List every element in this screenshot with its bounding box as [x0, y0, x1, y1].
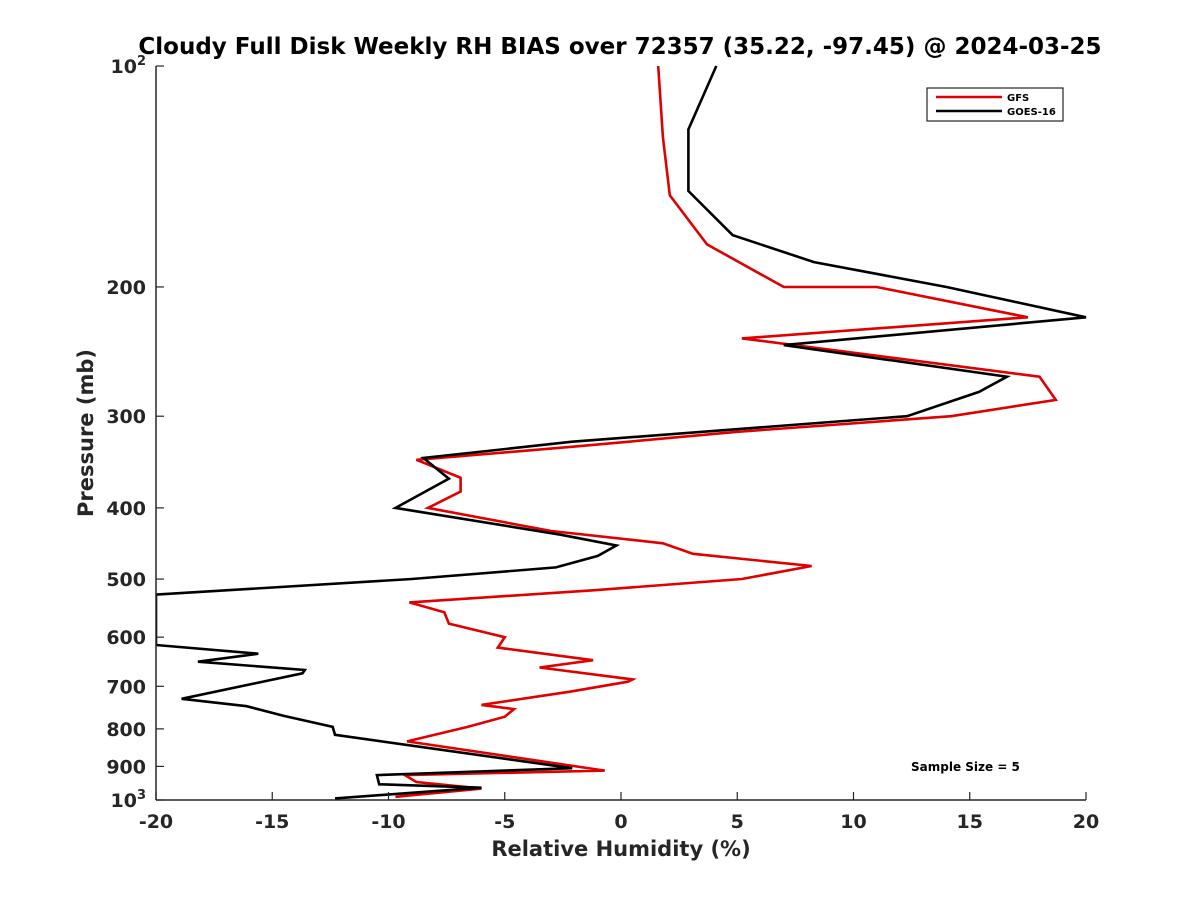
y-tick-label-base: 700 — [106, 676, 146, 698]
y-tick-label-base: 300 — [106, 406, 146, 428]
y-tick-label-base: 10 — [111, 56, 137, 78]
legend-label: GFS — [1007, 93, 1029, 104]
x-tick-label: 15 — [957, 811, 983, 833]
axes-layer — [155, 66, 1086, 801]
y-tick-label-base: 800 — [106, 719, 146, 741]
x-axis-title: Relative Humidity (%) — [491, 837, 750, 861]
legend: GFS GOES-16 — [926, 87, 1064, 122]
y-tick-label-base: 400 — [106, 498, 146, 520]
y-tick-label-exponent: 3 — [137, 788, 146, 803]
y-tick-label: 300 — [106, 406, 146, 428]
legend-items: GFS GOES-16 — [936, 93, 1056, 118]
x-tick-label: -10 — [371, 811, 405, 833]
ticks-layer: -20 -15 -10 -5 0 5 10 15 20102200300400500600700… — [106, 54, 1099, 833]
y-tick-label-base: 600 — [106, 627, 146, 649]
y-tick-label-base: 900 — [106, 756, 146, 778]
legend-box — [926, 87, 1064, 122]
y-tick-label: 200 — [106, 277, 146, 299]
x-tick-label: -15 — [255, 811, 289, 833]
x-tick-label: 0 — [614, 811, 627, 833]
y-tick-label: 400 — [106, 498, 146, 520]
y-tick-label: 103 — [111, 788, 147, 812]
x-tick-label: -5 — [494, 811, 515, 833]
y-tick-label: 600 — [106, 627, 146, 649]
y-tick-label-exponent: 2 — [137, 54, 146, 69]
series-line-goes-16 — [156, 65, 1087, 800]
series-layer — [156, 65, 1087, 800]
y-tick-label-base: 500 — [106, 569, 146, 591]
x-tick-label: 20 — [1073, 811, 1099, 833]
y-tick-label: 700 — [106, 676, 146, 698]
y-tick-label: 900 — [106, 756, 146, 778]
x-tick-label: -20 — [139, 811, 173, 833]
series-line-gfs — [395, 65, 1059, 799]
y-tick-label-base: 10 — [111, 790, 137, 812]
legend-label: GOES-16 — [1007, 107, 1056, 118]
chart-title: Cloudy Full Disk Weekly RH BIAS over 723… — [138, 34, 1101, 60]
x-tick-label: 5 — [731, 811, 744, 833]
sample-size-annotation: Sample Size = 5 — [911, 760, 1020, 774]
y-tick-label: 102 — [111, 54, 147, 78]
y-tick-label: 800 — [106, 719, 146, 741]
y-tick-label-base: 200 — [106, 277, 146, 299]
y-tick-label: 500 — [106, 569, 146, 591]
y-axis-title: Pressure (mb) — [74, 349, 98, 517]
x-tick-label: 10 — [840, 811, 866, 833]
